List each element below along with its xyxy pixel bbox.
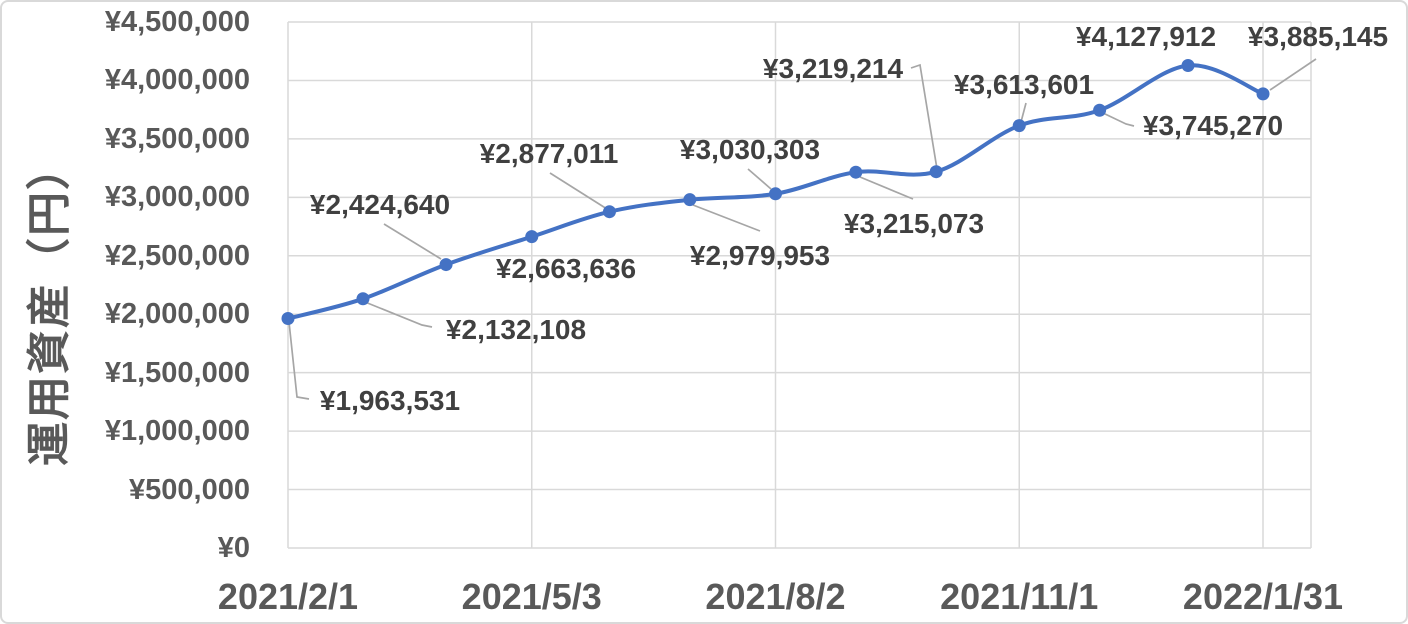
data-point-marker xyxy=(356,292,370,306)
data-label-leader-line xyxy=(747,168,772,190)
data-point-label: ¥1,963,531 xyxy=(319,385,461,416)
y-tick-label: ¥3,500,000 xyxy=(104,122,250,155)
data-point-marker xyxy=(281,311,295,325)
data-point-label: ¥2,663,636 xyxy=(495,253,637,284)
data-point-marker xyxy=(1181,58,1195,72)
x-tick-label: 2022/1/31 xyxy=(1182,576,1344,617)
data-point-label: ¥3,215,073 xyxy=(843,208,985,239)
x-tick-label: 2021/2/1 xyxy=(217,576,359,617)
data-label-leader-line xyxy=(383,223,442,260)
y-tick-label: ¥2,500,000 xyxy=(104,239,250,272)
y-tick-label: ¥0 xyxy=(217,532,250,564)
data-point-label: ¥2,979,953 xyxy=(689,240,831,271)
y-tick-label: ¥4,000,000 xyxy=(104,64,250,97)
data-point-marker xyxy=(683,193,697,207)
data-label-leader-line xyxy=(910,63,938,170)
data-label-leader-line xyxy=(1102,112,1135,127)
data-point-marker xyxy=(1093,103,1107,117)
data-point-label: ¥4,127,912 xyxy=(1075,21,1217,52)
y-tick-label: ¥3,000,000 xyxy=(104,181,250,214)
x-tick-label: 2021/8/2 xyxy=(705,576,846,617)
data-point-marker xyxy=(439,258,453,272)
data-point-marker xyxy=(602,205,616,219)
y-axis-title: 運用資産（円） xyxy=(25,144,74,466)
y-tick-label: ¥500,000 xyxy=(129,473,250,506)
data-point-label: ¥3,613,601 xyxy=(953,69,1095,100)
data-label-leader-line xyxy=(859,176,914,200)
data-label-leader-line xyxy=(692,204,761,232)
data-point-marker xyxy=(1012,119,1026,133)
data-point-label: ¥3,219,214 xyxy=(762,53,904,84)
data-point-label: ¥3,885,145 xyxy=(1247,21,1389,52)
y-tick-label: ¥2,000,000 xyxy=(104,298,250,331)
data-label-leader-line xyxy=(364,301,433,328)
data-point-marker xyxy=(1256,87,1270,101)
y-tick-label: ¥1,500,000 xyxy=(104,356,250,389)
x-tick-label: 2021/11/1 xyxy=(940,576,1099,617)
data-point-marker xyxy=(525,230,539,244)
data-point-label: ¥2,877,011 xyxy=(479,138,619,169)
data-label-leader-line xyxy=(1269,58,1317,91)
data-point-label: ¥2,132,108 xyxy=(445,314,587,345)
data-point-marker xyxy=(929,165,943,179)
data-point-label: ¥3,745,270 xyxy=(1142,110,1284,141)
y-tick-label: ¥4,500,000 xyxy=(104,6,250,38)
data-point-marker xyxy=(849,165,863,179)
data-point-label: ¥2,424,640 xyxy=(309,189,451,220)
data-point-marker xyxy=(769,187,782,201)
data-label-leader-line xyxy=(1020,102,1027,123)
data-label-leader-line xyxy=(549,172,608,210)
data-label-leader-line xyxy=(288,321,310,400)
x-tick-label: 2021/5/3 xyxy=(461,576,602,617)
data-point-label: ¥3,030,303 xyxy=(679,134,821,165)
y-tick-label: ¥1,000,000 xyxy=(104,415,250,448)
